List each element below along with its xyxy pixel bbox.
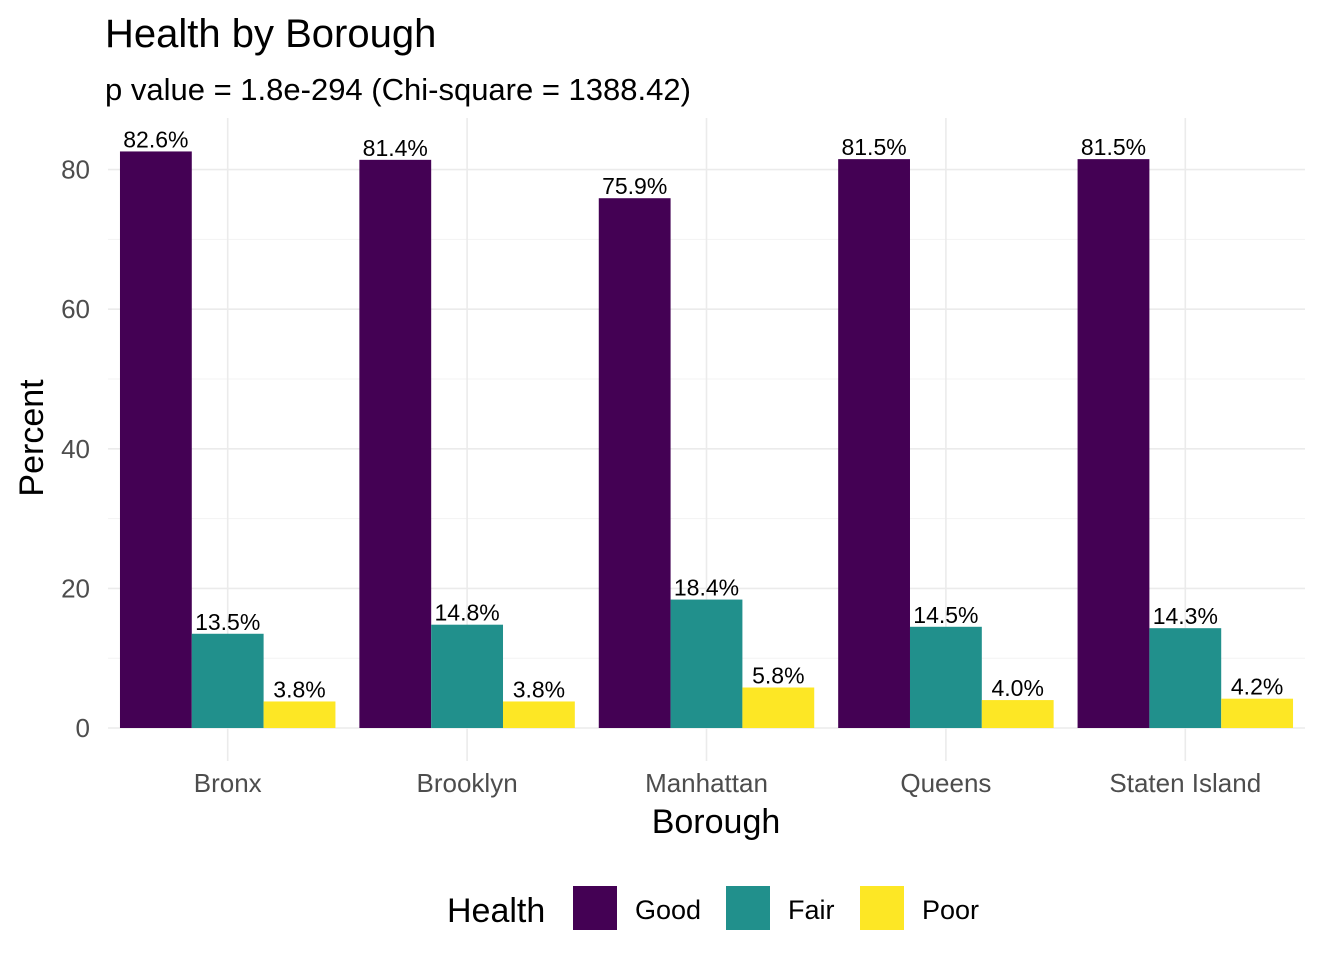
bar-poor [263, 701, 336, 728]
legend-key-good [573, 886, 617, 930]
data-label: 18.4% [674, 575, 739, 601]
legend-label-fair: Fair [788, 895, 835, 925]
data-labels: 82.6% 13.5% 3.8% 81.4% 14.8% 3.8% 75.9% 18.4% 5.… [123, 126, 1283, 702]
bar-fair [431, 624, 504, 728]
data-label: 81.5% [841, 134, 906, 160]
data-label: 14.3% [1153, 603, 1218, 629]
data-label: 82.6% [123, 126, 188, 152]
bar-good [838, 159, 910, 728]
y-tick-label: 80 [61, 155, 90, 185]
bar-good [1077, 159, 1150, 728]
data-label: 13.5% [195, 609, 260, 635]
y-tick-label: 0 [76, 713, 90, 743]
data-label: 3.8% [513, 676, 565, 702]
data-label: 4.2% [1231, 674, 1283, 700]
chart-title: Health by Borough [105, 12, 436, 56]
data-label: 81.4% [363, 135, 428, 161]
bar-poor [503, 701, 575, 728]
bar-poor [1221, 698, 1294, 728]
legend-label-poor: Poor [922, 895, 979, 925]
data-label: 14.5% [913, 602, 978, 628]
bar-fair [191, 633, 264, 728]
legend: Health Good Fair Poor [447, 886, 979, 930]
data-label: 14.8% [434, 600, 499, 626]
x-axis-ticks: Bronx Brooklyn Manhattan Queens Staten Islan… [194, 768, 1261, 798]
y-axis-ticks: 0 20 40 60 80 [61, 155, 90, 743]
x-tick-label: Brooklyn [417, 768, 518, 798]
bar-fair [909, 626, 982, 728]
chart-subtitle: p value = 1.8e-294 (Chi-square = 1388.42… [105, 72, 691, 107]
legend-key-poor [860, 886, 904, 930]
bar-fair [670, 599, 743, 728]
x-tick-label: Queens [900, 768, 991, 798]
bar-poor [742, 687, 815, 728]
y-tick-label: 40 [61, 434, 90, 464]
bar-good [598, 198, 671, 728]
data-label: 5.8% [752, 663, 804, 689]
x-axis-title: Borough [652, 803, 781, 841]
y-tick-label: 60 [61, 294, 90, 324]
legend-title: Health [447, 892, 545, 930]
legend-key-fair [726, 886, 770, 930]
data-label: 75.9% [602, 173, 667, 199]
bar-fair [1149, 628, 1222, 728]
legend-label-good: Good [635, 895, 701, 925]
y-axis-title: Percent [13, 379, 51, 497]
data-label: 81.5% [1081, 134, 1146, 160]
data-label: 3.8% [273, 676, 325, 702]
bar-good [359, 159, 432, 728]
x-tick-label: Staten Island [1109, 768, 1261, 798]
bar-poor [981, 700, 1054, 728]
bar-good [119, 151, 192, 728]
data-label: 4.0% [992, 675, 1044, 701]
bars [119, 151, 1294, 728]
y-tick-label: 20 [61, 573, 90, 603]
x-tick-label: Bronx [194, 768, 262, 798]
x-tick-label: Manhattan [645, 768, 768, 798]
